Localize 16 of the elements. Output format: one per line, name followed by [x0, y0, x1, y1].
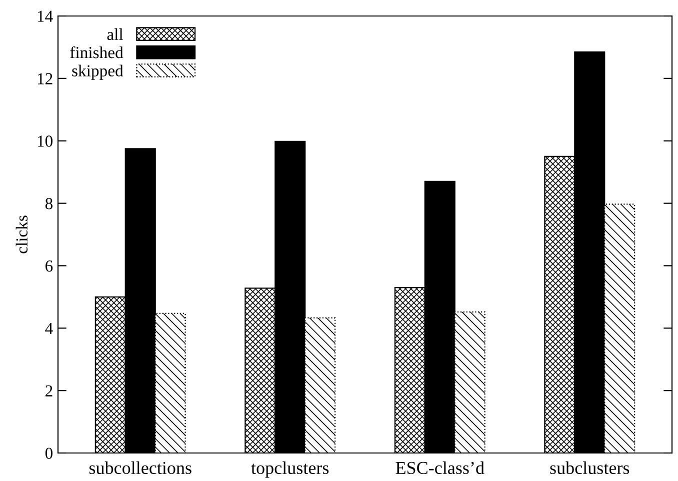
y-tick-label: 0	[45, 448, 53, 459]
y-tick-label: 4	[45, 322, 53, 334]
x-tick-label: ESC-class’d	[396, 461, 484, 474]
legend-label: skipped	[72, 64, 124, 80]
x-tick-label: topclusters	[251, 461, 329, 478]
legend-label: finished	[70, 46, 124, 58]
legend-label: all	[107, 28, 124, 40]
y-tick-label: 6	[46, 260, 53, 272]
y-tick-label: 14	[38, 10, 53, 22]
y-tick-label: 10	[38, 136, 53, 147]
y-tick-label: 2	[46, 385, 52, 396]
x-tick-label: subclusters	[550, 461, 630, 474]
y-tick-label: 12	[38, 73, 52, 84]
x-tick-label: subcollections	[89, 461, 192, 474]
y-tick-label: 8	[45, 198, 53, 210]
y-axis-title: clicks	[16, 216, 28, 254]
